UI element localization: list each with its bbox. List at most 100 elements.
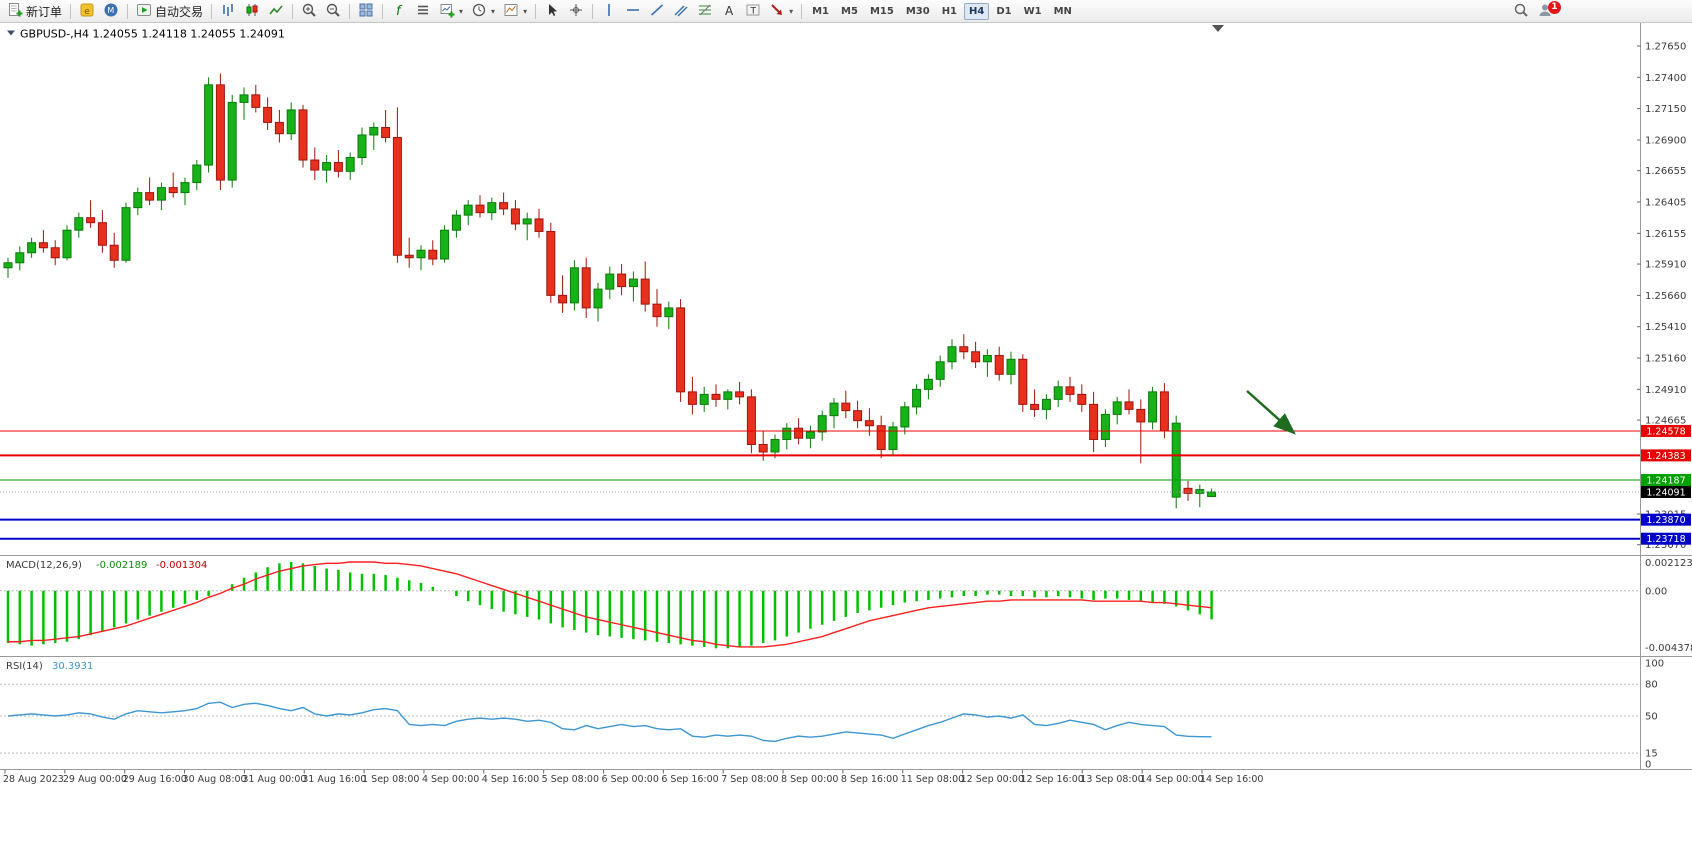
mql5-community-button[interactable]: M: [99, 1, 123, 22]
candle: [392, 136, 402, 256]
candle: [935, 361, 945, 380]
candle: [782, 427, 792, 440]
new-order-button[interactable]: 新订单: [3, 1, 66, 22]
cursor-button[interactable]: [540, 1, 564, 22]
candle: [687, 391, 697, 405]
caret-down-icon: ▾: [789, 6, 794, 16]
candle: [1112, 401, 1122, 415]
candle: [1124, 401, 1134, 410]
rsi-value: 30.3931: [52, 661, 93, 672]
candle: [746, 396, 756, 445]
timeframe-d1[interactable]: D1: [996, 5, 1012, 17]
candle: [38, 242, 48, 249]
horizontal-line-button[interactable]: [621, 1, 645, 22]
metaeditor-button[interactable]: e: [75, 1, 99, 22]
new-chart-icon: [439, 2, 455, 21]
bar-chart-button[interactable]: [216, 1, 240, 22]
templates-button[interactable]: ▾: [499, 1, 531, 22]
timeframe-mn[interactable]: MN: [1053, 5, 1072, 17]
candle: [27, 242, 37, 254]
objects-window-icon: [415, 2, 431, 21]
text-button[interactable]: A: [717, 1, 741, 22]
candle: [74, 217, 84, 231]
caret-down-icon: ▾: [491, 6, 496, 16]
candle: [912, 388, 922, 408]
candle: [475, 204, 485, 214]
candle: [322, 162, 332, 171]
new-chart-button[interactable]: ▾: [435, 1, 467, 22]
timeframe-w1[interactable]: W1: [1023, 5, 1042, 17]
fibonacci-button[interactable]: [693, 1, 717, 22]
candle: [451, 214, 461, 231]
rsi-axis-label: 80: [1645, 680, 1658, 691]
candle: [50, 247, 60, 259]
timeframe-m5[interactable]: M5: [841, 5, 858, 17]
trendline-button[interactable]: [645, 1, 669, 22]
svg-text:f: f: [396, 4, 403, 18]
search-button[interactable]: [1509, 1, 1533, 22]
candlestick-series: [3, 73, 1217, 509]
crosshair-button[interactable]: [564, 1, 588, 22]
periods-button[interactable]: ▾: [467, 1, 499, 22]
hline-icon: [625, 2, 641, 21]
rsi-line: [7, 701, 1212, 743]
ohlc-expander-icon[interactable]: [7, 30, 15, 36]
vertical-line-button[interactable]: [597, 1, 621, 22]
candle: [605, 273, 615, 290]
label-button[interactable]: T: [741, 1, 765, 22]
candle: [534, 218, 544, 232]
timeframe-m30[interactable]: M30: [905, 5, 930, 17]
price-badge-1.23718: [1641, 532, 1691, 545]
arrows-button[interactable]: ▾: [765, 1, 797, 22]
equidistant-channel-button[interactable]: [669, 1, 693, 22]
timeframe-h1[interactable]: H1: [941, 5, 958, 17]
zoom-in-button[interactable]: [297, 1, 321, 22]
vline-icon: [601, 2, 617, 21]
price-axis-label: 1.26900: [1645, 135, 1686, 146]
candle: [133, 192, 143, 209]
autotrading-button[interactable]: 自动交易: [132, 1, 207, 22]
candle: [1195, 489, 1205, 494]
candle: [617, 273, 627, 288]
zoom-out-button[interactable]: [321, 1, 345, 22]
price-axis-label: 1.25910: [1645, 260, 1686, 271]
candle: [333, 162, 343, 172]
candlestick-chart-button[interactable]: [240, 1, 264, 22]
chart-shift-marker[interactable]: [1212, 25, 1224, 32]
textA-icon: A: [721, 2, 737, 21]
candle: [994, 355, 1004, 375]
timeframe-h4[interactable]: H4: [964, 2, 990, 20]
notifications-button[interactable]: 1: [1533, 0, 1561, 22]
candle: [853, 410, 863, 422]
time-axis-label: 5 Sep 08:00: [542, 774, 599, 785]
price-badge-1.24187: [1641, 473, 1691, 486]
time-axis-label: 1 Sep 08:00: [362, 774, 419, 785]
price-axis[interactable]: 1.27650 1.27400 1.27150 1.26900 1.26655 1.264…: [1637, 42, 1686, 552]
candle: [180, 182, 190, 194]
time-axis-label: 4 Sep 16:00: [482, 774, 539, 785]
line-chart-button[interactable]: [264, 1, 288, 22]
timeframe-m15[interactable]: M15: [869, 5, 894, 17]
candle: [487, 202, 497, 214]
notification-badge: 1: [1548, 0, 1561, 14]
price-badge-1.24091: [1641, 485, 1691, 498]
objects-list-button[interactable]: [411, 1, 435, 22]
candle: [369, 126, 379, 136]
toolbar-separator: [211, 3, 213, 19]
rsi-axis-label: 50: [1645, 712, 1658, 723]
time-axis-label: 11 Sep 08:00: [901, 774, 964, 785]
timeframe-m1[interactable]: M1: [812, 5, 830, 17]
tile-windows-button[interactable]: [354, 1, 378, 22]
candle: [440, 229, 450, 260]
candle: [357, 134, 367, 159]
candle: [652, 303, 662, 318]
trend-arrow-object[interactable]: [1246, 390, 1296, 435]
candle: [593, 288, 603, 309]
chart-bars-icon: [220, 2, 236, 21]
price-badge-1.23870: [1641, 513, 1691, 526]
candle: [900, 406, 910, 428]
arrows-icon: [769, 2, 785, 21]
indicators-button[interactable]: f: [387, 1, 411, 22]
